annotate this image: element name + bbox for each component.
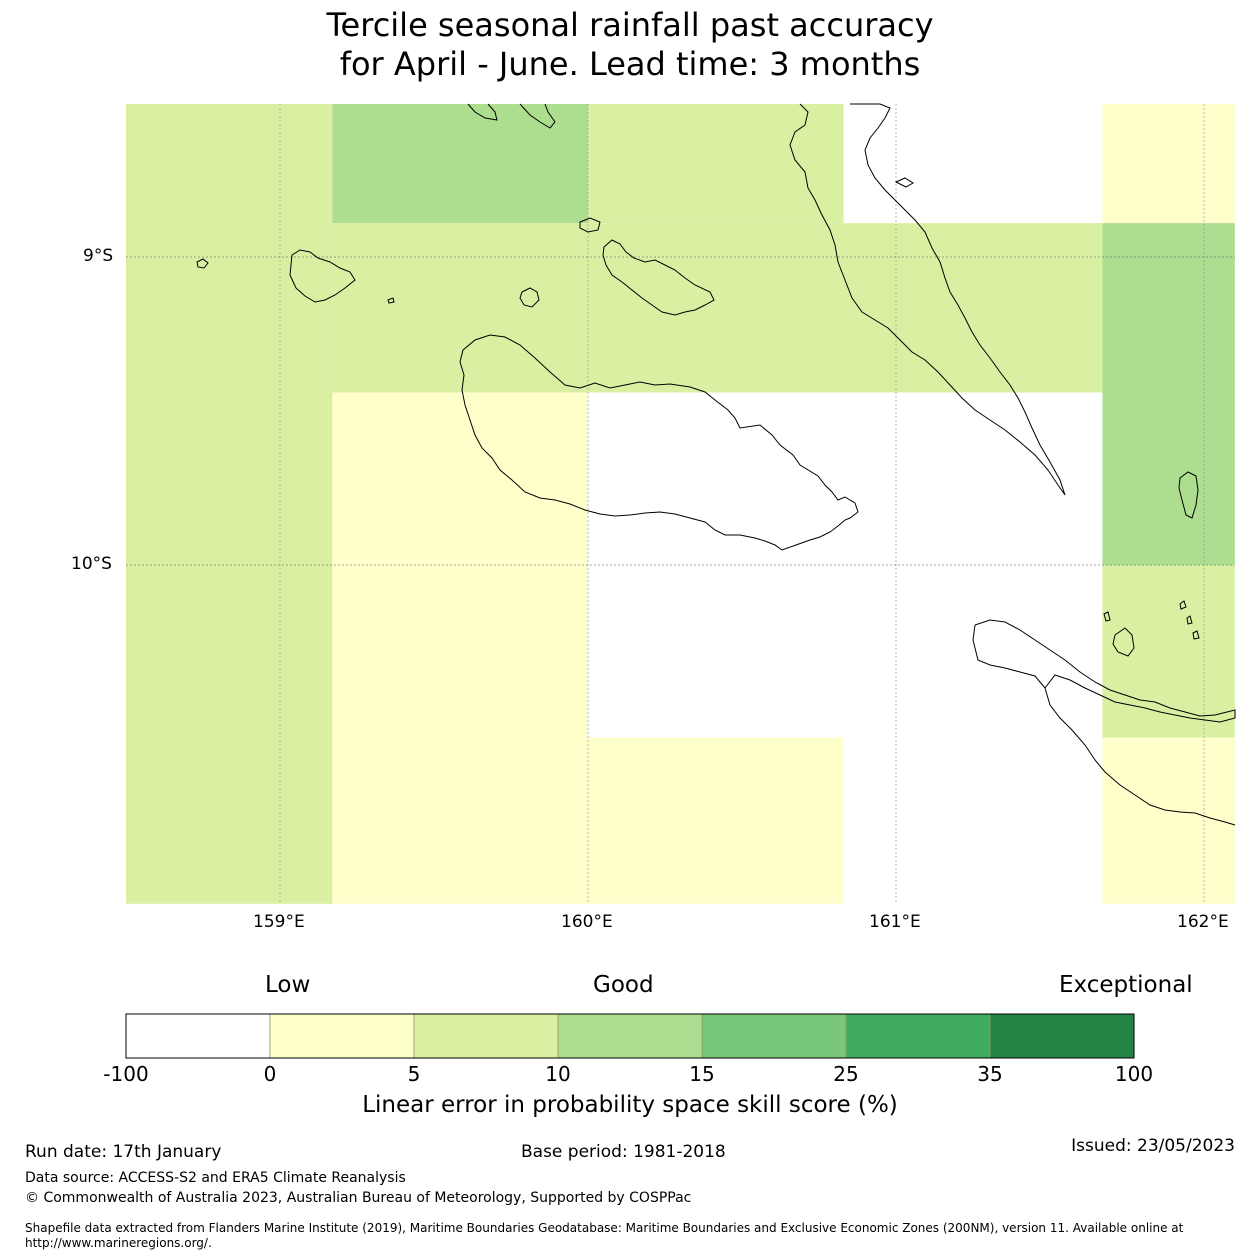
colorbar-tick-label: 10 (545, 1062, 571, 1086)
coast-makira (974, 619, 1236, 826)
colorbar-tick-label: 25 (833, 1062, 859, 1086)
coast-small-island-b (579, 217, 601, 233)
grid-cell-3 (843, 104, 1103, 224)
data-source: Data source: ACCESS-S2 and ERA5 Climate … (25, 1170, 406, 1186)
coast-malaita (789, 103, 1066, 496)
colorbar-tick-label: -100 (103, 1062, 149, 1086)
coast-savo-island (519, 287, 540, 308)
coast-islet-3 (1186, 615, 1193, 625)
map-title-line-1: Tercile seasonal rainfall past accuracy (326, 6, 934, 44)
coast-top-mid-islands (519, 103, 556, 129)
colorbar-swatch-below-0 (125, 1013, 271, 1059)
coast-east-island (1178, 471, 1199, 519)
colorbar-word-good: Good (593, 972, 654, 998)
map-title-line-2: for April - June. Lead time: 3 months (339, 45, 921, 83)
grid-cell-7 (332, 392, 588, 904)
coast-islet-1 (1103, 611, 1111, 622)
grid-cells (126, 104, 1235, 904)
grid-cell-0 (126, 104, 333, 904)
lon-label-161e: 161°E (869, 912, 921, 932)
grid-cell-4 (1102, 104, 1235, 224)
colorbar-label: Linear error in probability space skill … (362, 1092, 898, 1118)
colorbar (125, 1013, 1135, 1059)
colorbar-swatch-0-5 (269, 1013, 415, 1059)
grid-cell-2 (588, 104, 844, 224)
coast-guadalcanal (459, 334, 859, 551)
shapefile-credit-line-1: Shapefile data extracted from Flanders M… (25, 1221, 1184, 1235)
lon-label-160e: 160°E (561, 912, 613, 932)
run-date: Run date: 17th January (25, 1142, 222, 1162)
colorbar-tick-label: 35 (977, 1062, 1003, 1086)
colorbar-tick-label: 0 (263, 1062, 277, 1086)
coast-small-island-a (196, 258, 209, 269)
grid-cell-8 (588, 392, 1103, 738)
grid-cell-12 (1102, 737, 1235, 904)
coast-makira-inner (972, 624, 1046, 689)
grid-cell-10 (588, 737, 844, 904)
grid-cell-11 (843, 737, 1103, 904)
grid-cell-1 (332, 104, 588, 224)
colorbar-swatch-25-35 (845, 1013, 991, 1059)
colorbar-swatch-35-100 (989, 1013, 1135, 1059)
colorbar-word-exceptional: Exceptional (1059, 972, 1193, 998)
coast-islet-4 (1192, 630, 1200, 640)
lat-label-10s: 10°S (71, 554, 112, 574)
issued-date: Issued: 23/05/2023 (1071, 1136, 1235, 1156)
graticule (126, 104, 1235, 904)
colorbar-outline (125, 1013, 1135, 1059)
colorbar-swatch-5-10 (413, 1013, 559, 1059)
grid-cell-5 (332, 223, 1103, 393)
base-period: Base period: 1981-2018 (521, 1142, 726, 1162)
coastlines (196, 103, 1236, 826)
coast-small-malaita (894, 177, 914, 188)
lon-label-159e: 159°E (253, 912, 305, 932)
copyright: © Commonwealth of Australia 2023, Austra… (25, 1190, 692, 1206)
colorbar-swatch-15-25 (701, 1013, 847, 1059)
coast-florida-islands (602, 239, 715, 316)
colorbar-word-low: Low (265, 972, 311, 998)
coast-top-left-islands (467, 103, 498, 121)
shapefile-credit-line-2: http://www.marineregions.org/. (25, 1236, 212, 1250)
colorbar-tick-label: 100 (1114, 1062, 1154, 1086)
grid-cell-9 (1102, 565, 1235, 738)
grid-cell-6 (1102, 223, 1235, 565)
lat-label-9s: 9°S (83, 246, 114, 266)
lon-label-162e: 162°E (1177, 912, 1229, 932)
coast-russell-islands (289, 249, 356, 303)
colorbar-tick-label: 15 (689, 1062, 715, 1086)
coast-ulawa (1112, 627, 1135, 657)
colorbar-swatch-10-15 (557, 1013, 703, 1059)
coast-islet-2 (1179, 600, 1187, 610)
colorbar-tick-label: 5 (407, 1062, 421, 1086)
coast-small-island-c (387, 297, 395, 304)
